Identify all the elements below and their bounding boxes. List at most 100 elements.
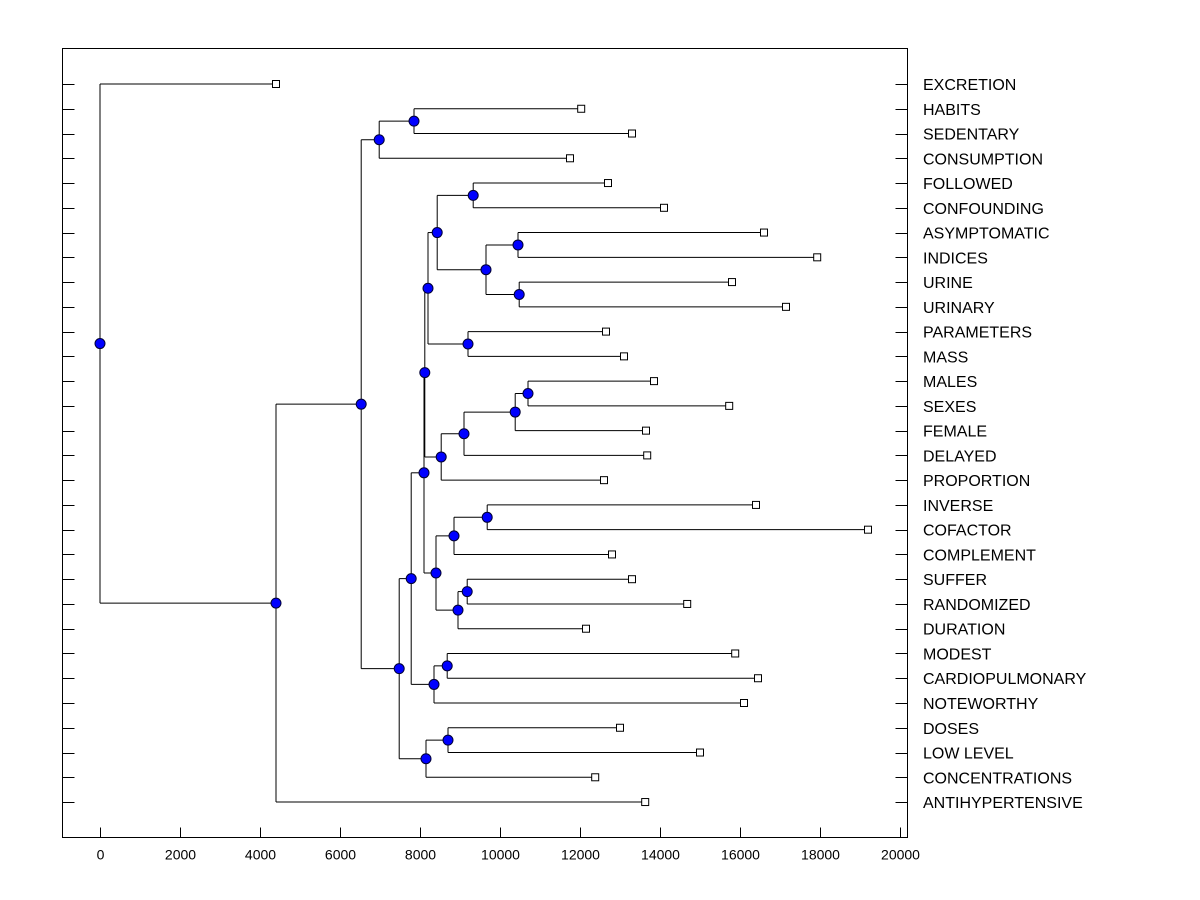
axis-ticks: 0 2000 4000 6000 8000 10000 12000 14000 16000 180… <box>62 84 920 863</box>
leaf-marker <box>272 80 280 88</box>
leaf-marker <box>683 599 692 608</box>
leaf-marker <box>602 327 610 336</box>
cluster-node <box>355 398 367 410</box>
leaf-label: CONCENTRATIONS <box>923 770 1072 787</box>
leaf-marker <box>643 451 652 460</box>
cluster-node <box>373 134 385 146</box>
cluster-node <box>480 264 492 276</box>
leaf-marker <box>754 674 762 683</box>
leaf-label: DOSES <box>923 721 979 738</box>
leaf-marker <box>566 154 574 163</box>
cluster-node <box>452 604 464 616</box>
cluster-node <box>512 239 524 251</box>
cluster-node <box>430 567 442 579</box>
cluster-node <box>419 367 431 379</box>
leaf-marker <box>628 575 636 584</box>
x-tick-label: 6000 <box>325 847 356 863</box>
cluster-node <box>458 428 470 440</box>
cluster-node <box>408 115 420 127</box>
cluster-node <box>509 406 521 418</box>
leaf-label: DURATION <box>923 622 1005 639</box>
leaf-marker <box>591 773 600 782</box>
leaf-label: CONSUMPTION <box>923 151 1043 168</box>
cluster-node <box>481 511 493 523</box>
leaf-label: ANTIHYPERTENSIVE <box>923 795 1083 812</box>
leaf-marker <box>864 525 872 534</box>
leaf-label: COFACTOR <box>923 523 1012 540</box>
leaf-marker <box>728 278 736 287</box>
leaf-label: ASYMPTOMATIC <box>923 226 1050 243</box>
leaf-label: EXCRETION <box>923 77 1016 94</box>
tree-links <box>99 83 868 803</box>
cluster-node <box>513 288 525 300</box>
cluster-node <box>461 586 473 598</box>
cluster-node <box>467 189 479 201</box>
leaf-marker <box>600 476 608 485</box>
leaf-marker <box>696 748 704 757</box>
leaf-label: FOLLOWED <box>923 176 1013 193</box>
leaf-label: MODEST <box>923 646 992 663</box>
x-tick-label: 18000 <box>801 847 840 863</box>
leaf-marker <box>628 129 636 138</box>
x-tick-label: 10000 <box>481 847 520 863</box>
leaf-marker <box>582 624 590 633</box>
cluster-node <box>462 338 474 350</box>
x-tick-label: 2000 <box>165 847 196 863</box>
leaf-marker <box>782 302 790 311</box>
leaf-marker <box>642 426 650 435</box>
leaf-marker <box>616 723 624 732</box>
cluster-node <box>94 338 106 350</box>
leaf-label: PARAMETERS <box>923 325 1032 342</box>
x-tick-label: 16000 <box>721 847 760 863</box>
leaf-label: SEDENTARY <box>923 127 1020 144</box>
plot-frame <box>62 48 908 838</box>
leaf-marker <box>731 649 740 658</box>
leaf-label: PROPORTION <box>923 473 1030 490</box>
x-tick-label: 8000 <box>405 847 436 863</box>
leaf-marker <box>660 203 668 212</box>
leaf-labels: EXCRETION HABITS SEDENTARY CONSUMPTION FOLLO… <box>923 77 1087 812</box>
tree-nodes <box>94 80 872 807</box>
leaf-label: INVERSE <box>923 498 993 515</box>
leaf-label: DELAYED <box>923 448 997 465</box>
leaf-marker <box>740 699 748 707</box>
leaf-label: MASS <box>923 349 968 366</box>
x-tick-label: 12000 <box>561 847 600 863</box>
leaf-label: NOTEWORTHY <box>923 696 1039 713</box>
leaf-marker <box>577 104 586 113</box>
leaf-marker <box>813 253 822 262</box>
leaf-marker <box>620 352 628 361</box>
leaf-label: COMPLEMENT <box>923 547 1036 564</box>
leaf-label: HABITS <box>923 102 981 119</box>
cluster-node <box>393 663 405 675</box>
leaf-label: FEMALE <box>923 424 987 441</box>
leaf-label: SUFFER <box>923 572 987 589</box>
leaf-marker <box>752 500 760 509</box>
leaf-label: MALES <box>923 374 977 391</box>
leaf-marker <box>641 798 650 807</box>
cluster-node <box>420 753 432 765</box>
cluster-node <box>435 451 447 463</box>
x-tick-label: 20000 <box>881 847 920 863</box>
cluster-node <box>441 660 453 672</box>
leaf-marker <box>725 401 734 410</box>
leaf-marker <box>604 179 612 188</box>
leaf-label: URINE <box>923 275 973 292</box>
x-tick-label: 14000 <box>641 847 680 863</box>
leaf-label: URINARY <box>923 300 995 317</box>
cluster-node <box>418 467 430 479</box>
leaf-label: CONFOUNDING <box>923 201 1044 218</box>
leaf-label: SEXES <box>923 399 976 416</box>
x-tick-label: 0 <box>97 847 105 863</box>
leaf-label: RANDOMIZED <box>923 597 1031 614</box>
cluster-node <box>431 227 443 239</box>
cluster-node <box>422 282 434 294</box>
cluster-node <box>405 573 417 585</box>
leaf-label: CARDIOPULMONARY <box>923 671 1087 688</box>
leaf-marker <box>760 228 768 237</box>
leaf-marker <box>650 377 658 386</box>
leaf-label: LOW LEVEL <box>923 746 1014 763</box>
cluster-node <box>270 597 282 609</box>
cluster-node <box>448 530 460 542</box>
